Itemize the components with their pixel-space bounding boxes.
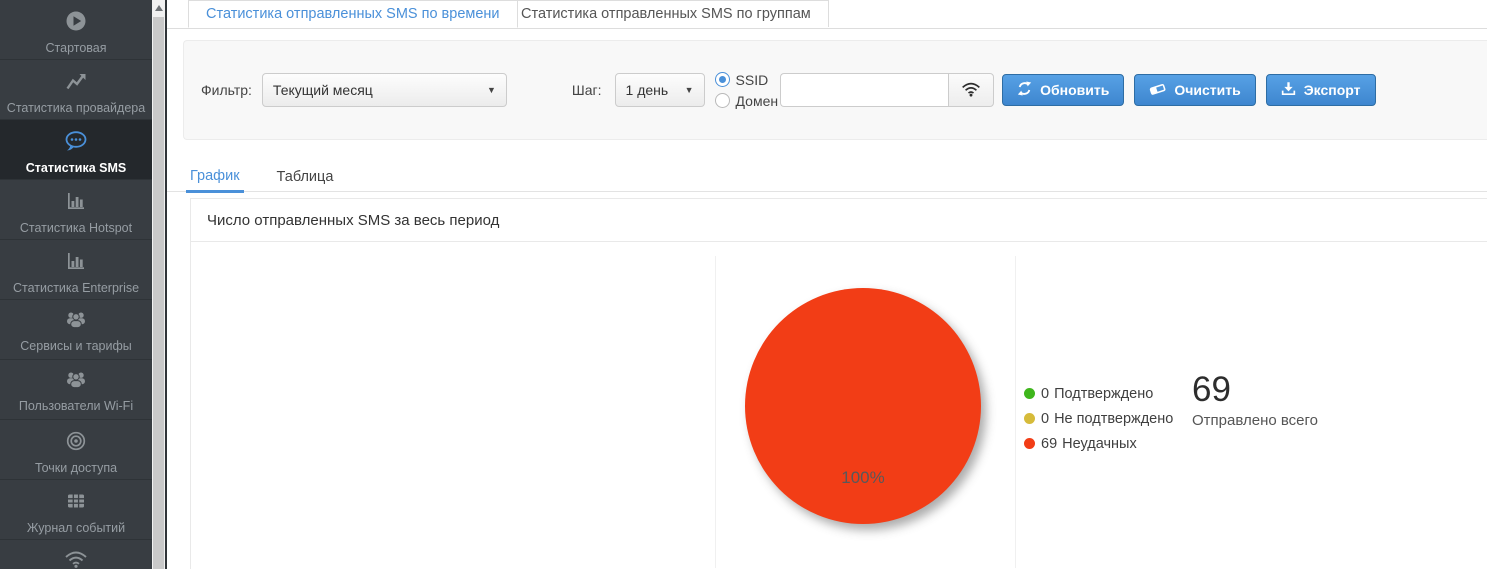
radio-ssid-control[interactable] [714, 72, 730, 87]
sidebar-item-wifi-users[interactable]: Пользователи Wi-Fi [0, 360, 152, 420]
view-tab-strip: График Таблица [167, 166, 1487, 193]
sidebar-item-provider-stats[interactable]: Статистика провайдера [0, 60, 152, 120]
total-sent-label: Отправлено всего [1192, 411, 1318, 429]
ssid-search-input[interactable] [780, 73, 949, 107]
legend-value: 69 [1041, 435, 1058, 452]
legend-item-failed[interactable]: 69 Неудачных [1024, 431, 1173, 456]
sidebar-item-label: Статистика Hotspot [19, 221, 133, 235]
refresh-button[interactable]: Обновить [1002, 74, 1125, 106]
sidebar-item-hotspot-stats[interactable]: Статистика Hotspot [0, 180, 152, 240]
sidebar: Стартовая Статистика провайдера Статисти… [0, 0, 152, 569]
export-button-label: Экспорт [1303, 82, 1361, 98]
chart-title: Число отправленных SMS за весь период [191, 199, 1487, 242]
top-tab-strip: Статистика отправленных SMS по времени С… [167, 0, 1487, 29]
total-sent-block: 69 Отправлено всего [1192, 370, 1318, 429]
sidebar-item-label: Пользователи Wi-Fi [18, 399, 134, 413]
users-icon [64, 310, 88, 333]
refresh-button-label: Обновить [1040, 82, 1110, 98]
chart-legend: 0 Подтверждено 0 Не подтверждено 69 Неуд… [1024, 381, 1173, 456]
bar-chart-icon [65, 190, 87, 215]
filter-period-select[interactable]: Текущий месяц ▼ [261, 73, 507, 107]
legend-item-unconfirmed[interactable]: 0 Не подтверждено [1024, 406, 1173, 431]
filter-period-value: Текущий месяц [272, 82, 373, 98]
clear-button[interactable]: Очистить [1134, 74, 1256, 106]
tab-sms-by-groups[interactable]: Статистика отправленных SMS по группам [503, 0, 829, 27]
radio-domain-label: Домен [735, 92, 779, 109]
export-button[interactable]: Экспорт [1265, 74, 1376, 106]
pie-chart[interactable]: 100% [745, 288, 981, 524]
scroll-up-arrow-icon[interactable] [154, 5, 163, 11]
legend-dot-yellow [1024, 413, 1035, 424]
refresh-icon [1017, 81, 1032, 99]
legend-label: Не подтверждено [1054, 410, 1174, 427]
sidebar-item-access-points[interactable]: Точки доступа [0, 420, 152, 480]
target-icon [65, 430, 87, 455]
sidebar-item-event-log[interactable]: Журнал событий [0, 480, 152, 540]
sidebar-item-label: Стартовая [45, 41, 107, 55]
sms-bubble-icon [64, 130, 88, 155]
sidebar-item-sms-stats[interactable]: Статистика SMS [0, 120, 152, 180]
filter-bar: Фильтр: Текущий месяц ▼ Шаг: 1 день ▼ SS… [183, 40, 1487, 140]
sidebar-item-label: Точки доступа [34, 461, 118, 475]
radio-ssid-label: SSID [735, 71, 769, 88]
scrollbar-thumb[interactable] [153, 17, 164, 569]
chart-panel: Число отправленных SMS за весь период 10… [190, 198, 1487, 569]
eraser-icon [1149, 82, 1166, 99]
line-chart-icon [65, 70, 87, 95]
legend-label: Подтверждено [1054, 385, 1154, 402]
radio-domain[interactable]: Домен [714, 92, 779, 109]
tab-table[interactable]: Таблица [276, 169, 334, 185]
total-sent-value: 69 [1192, 370, 1231, 409]
tab-sms-by-time[interactable]: Статистика отправленных SMS по времени [188, 0, 518, 28]
download-icon [1281, 81, 1296, 99]
legend-dot-red [1024, 438, 1035, 449]
chevron-down-icon: ▼ [487, 85, 496, 95]
main-content: Статистика отправленных SMS по времени С… [165, 0, 1487, 569]
filter-label: Фильтр: [201, 82, 252, 98]
legend-value: 0 [1041, 385, 1050, 402]
sidebar-item-start[interactable]: Стартовая [0, 0, 152, 60]
sidebar-item-label: Статистика Enterprise [12, 281, 140, 295]
legend-value: 0 [1041, 410, 1050, 427]
wifi-search-button[interactable] [948, 73, 995, 107]
legend-label: Неудачных [1062, 435, 1137, 452]
pie-percentage-label: 100% [841, 468, 885, 487]
legend-item-confirmed[interactable]: 0 Подтверждено [1024, 381, 1173, 406]
column-divider [1015, 256, 1016, 568]
legend-dot-green [1024, 388, 1035, 399]
sidebar-item-services-tariffs[interactable]: Сервисы и тарифы [0, 300, 152, 360]
sidebar-item-label: Сервисы и тарифы [20, 339, 132, 353]
chevron-down-icon: ▼ [684, 85, 694, 95]
sidebar-scrollbar[interactable] [152, 0, 165, 569]
sidebar-item-wifi[interactable] [0, 540, 152, 569]
sidebar-item-enterprise-stats[interactable]: Статистика Enterprise [0, 240, 152, 300]
scope-radio-group: SSID Домен [714, 71, 779, 109]
step-select[interactable]: 1 день ▼ [614, 73, 705, 107]
sidebar-item-label: Статистика провайдера [6, 101, 146, 115]
wifi-icon [961, 81, 981, 100]
bar-chart-icon [65, 250, 87, 275]
ssid-search-group [780, 73, 995, 107]
grid-icon [65, 490, 87, 515]
step-value: 1 день [625, 82, 669, 98]
wifi-icon [64, 550, 88, 569]
radio-domain-control[interactable] [714, 93, 730, 108]
play-circle-icon [65, 10, 87, 35]
radio-ssid[interactable]: SSID [714, 71, 779, 88]
step-label: Шаг: [571, 82, 602, 98]
chart-area: 100% 0 Подтверждено 0 Не подтверждено [191, 242, 1487, 568]
users-icon [64, 370, 88, 393]
sidebar-item-label: Журнал событий [26, 521, 126, 535]
column-divider [715, 256, 716, 568]
tab-graph[interactable]: График [186, 168, 244, 193]
sidebar-item-label: Статистика SMS [25, 161, 127, 175]
clear-button-label: Очистить [1174, 82, 1241, 98]
